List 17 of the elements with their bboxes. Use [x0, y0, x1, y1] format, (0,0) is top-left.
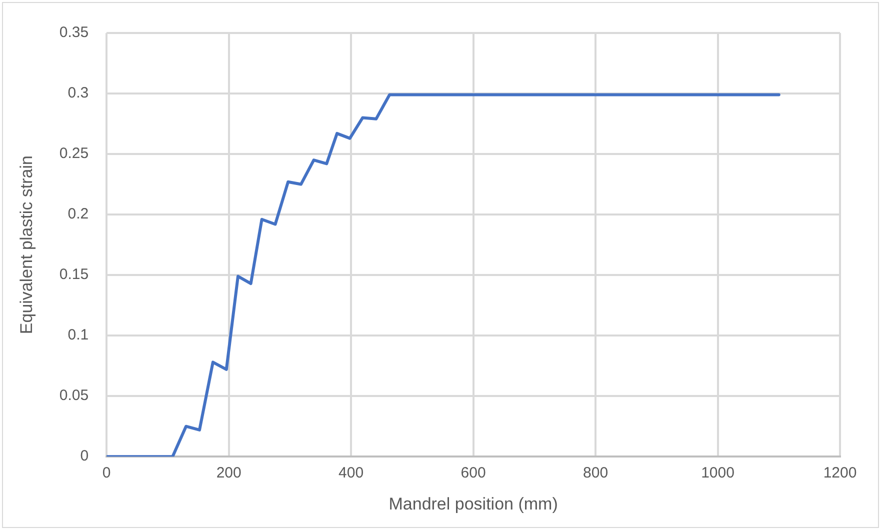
y-tick-label: 0.35 [59, 24, 89, 42]
y-tick-label: 0.3 [68, 84, 89, 102]
y-axis-title: Equivalent plastic strain [16, 156, 36, 334]
y-tick-label: 0.2 [68, 206, 89, 223]
x-tick-label: 200 [216, 464, 242, 482]
y-tick-label: 0.25 [59, 145, 89, 162]
y-tick-label: 0.1 [68, 326, 89, 344]
x-tick-label: 1000 [701, 464, 734, 482]
x-tick-label: 1200 [823, 464, 857, 482]
x-axis-title: Mandrel position (mm) [388, 494, 558, 514]
y-tick-label: 0 [80, 448, 89, 465]
x-tick-label: 600 [460, 464, 486, 482]
y-tick-label: 0.05 [59, 387, 89, 404]
y-tick-label: 0.15 [59, 266, 89, 284]
x-tick-label: 400 [338, 464, 364, 482]
x-tick-label: 0 [102, 464, 111, 482]
x-tick-label: 800 [583, 464, 608, 482]
